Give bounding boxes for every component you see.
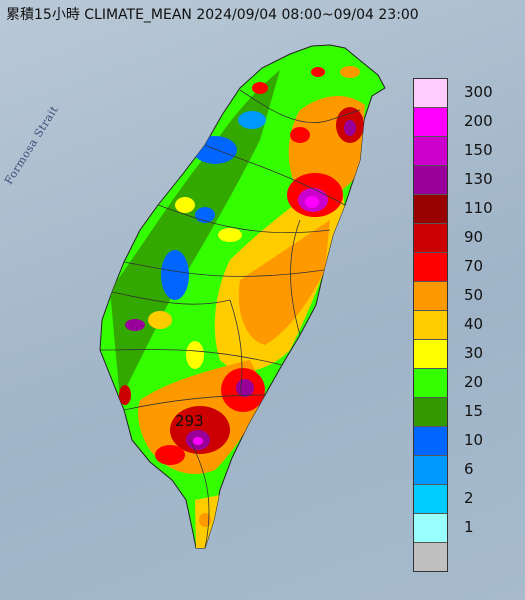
legend-label: 20 [464, 372, 484, 391]
rainfall-fields [110, 66, 365, 548]
legend-swatch [414, 369, 447, 398]
legend-label: 130 [464, 170, 493, 189]
legend-label: 2 [464, 488, 474, 507]
legend-swatch [414, 224, 447, 253]
legend-label: 1 [464, 517, 474, 536]
legend-label: 300 [464, 83, 493, 102]
legend-label: 6 [464, 459, 474, 478]
legend-swatch [414, 514, 447, 543]
county-boundaries [100, 89, 361, 548]
legend-label: 40 [464, 315, 484, 333]
legend-swatch [414, 340, 447, 369]
legend-label: 10 [464, 430, 484, 449]
legend-swatch [414, 79, 447, 108]
legend-swatch [414, 137, 447, 166]
legend-swatch [414, 166, 447, 195]
legend-label: 70 [464, 257, 484, 276]
legend-swatch [414, 427, 447, 456]
legend-labels: 300 200 150 130 110 90 70 50 40 30 20 15 10 6 2 1 [452, 78, 522, 570]
legend-swatch [414, 398, 447, 427]
map-title: 累積15小時 CLIMATE_MEAN 2024/09/04 08:00~09/… [6, 7, 419, 23]
legend-label: 15 [464, 401, 484, 420]
legend-label: 200 [464, 112, 493, 131]
legend-swatch [414, 282, 447, 311]
legend-label: 110 [464, 199, 493, 218]
legend-swatch [414, 456, 447, 485]
legend-label: 30 [464, 343, 484, 362]
max-value-label: 293 [175, 412, 204, 430]
legend-swatch [414, 311, 447, 340]
legend-swatch [414, 543, 447, 571]
color-legend [413, 78, 448, 572]
legend-label: 50 [464, 286, 484, 305]
legend-swatch [414, 195, 447, 224]
legend-swatch [414, 108, 447, 137]
legend-label: 90 [464, 228, 484, 247]
legend-swatch [414, 485, 447, 514]
legend-label: 150 [464, 141, 493, 160]
legend-swatch [414, 253, 447, 282]
